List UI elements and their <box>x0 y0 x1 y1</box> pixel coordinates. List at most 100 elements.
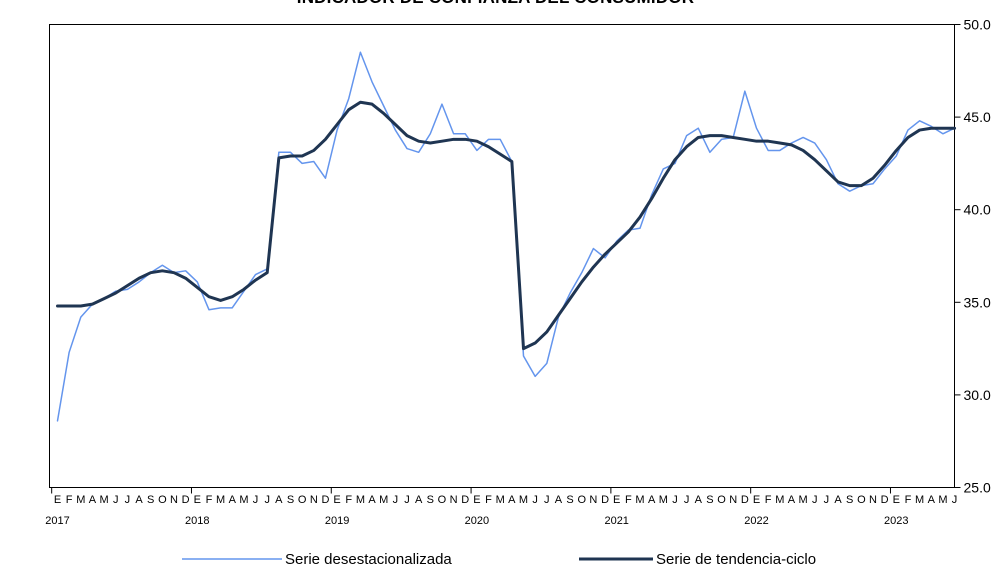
x-month-label: J <box>404 494 410 506</box>
legend-label: Serie de tendencia-ciclo <box>656 551 816 568</box>
x-month-label: O <box>438 494 447 506</box>
x-month-label: F <box>66 494 73 506</box>
x-month-label: M <box>799 494 808 506</box>
x-year-label: 2019 <box>325 515 349 527</box>
x-month-label: O <box>577 494 586 506</box>
x-month-label: A <box>648 494 656 506</box>
x-month-label: A <box>555 494 563 506</box>
x-year-label: 2021 <box>604 515 628 527</box>
series-line <box>56 100 957 351</box>
x-month-label: J <box>125 494 131 506</box>
x-month-label: S <box>846 494 853 506</box>
x-month-label: M <box>915 494 924 506</box>
x-month-label: D <box>881 494 889 506</box>
y-tick-label: 25.0 <box>964 480 991 496</box>
x-month-label: M <box>938 494 947 506</box>
x-year-label: 2020 <box>465 515 489 527</box>
x-month-label: F <box>905 494 912 506</box>
series-tendencia-ciclo <box>56 100 957 351</box>
x-month-label: O <box>298 494 307 506</box>
x-month-label: J <box>393 494 399 506</box>
x-month-label: M <box>100 494 109 506</box>
series-layer <box>56 51 957 422</box>
y-tick-label: 35.0 <box>964 294 991 310</box>
x-month-label: A <box>275 494 283 506</box>
x-month-label: E <box>333 494 340 506</box>
x-month-label: N <box>450 494 458 506</box>
x-month-label: J <box>812 494 818 506</box>
x-month-label: O <box>158 494 167 506</box>
x-month-label: E <box>613 494 620 506</box>
x-month-label: J <box>113 494 119 506</box>
x-month-label: S <box>706 494 713 506</box>
x-month-label: A <box>229 494 237 506</box>
x-month-label: J <box>684 494 690 506</box>
x-month-label: F <box>345 494 352 506</box>
x-month-label: M <box>239 494 248 506</box>
x-month-label: M <box>635 494 644 506</box>
x-month-label: N <box>869 494 877 506</box>
x-month-label: F <box>625 494 632 506</box>
x-month-label: N <box>729 494 737 506</box>
plot-area <box>49 24 955 488</box>
x-month-label: M <box>356 494 365 506</box>
x-month-label: A <box>368 494 376 506</box>
x-month-label: O <box>857 494 866 506</box>
x-month-label: M <box>76 494 85 506</box>
x-month-label: F <box>485 494 492 506</box>
x-month-label: S <box>427 494 434 506</box>
x-month-label: J <box>532 494 538 506</box>
x-month-label: A <box>788 494 796 506</box>
x-month-label: E <box>194 494 201 506</box>
x-month-label: D <box>601 494 609 506</box>
x-month-label: F <box>765 494 772 506</box>
y-tick-label: 30.0 <box>964 387 991 403</box>
x-month-label: N <box>170 494 178 506</box>
x-month-label: J <box>264 494 270 506</box>
x-month-label: D <box>741 494 749 506</box>
series-desestacionalizada <box>56 51 956 422</box>
x-year-label: 2022 <box>744 515 768 527</box>
x-month-label: A <box>135 494 143 506</box>
x-month-label: J <box>824 494 830 506</box>
x-month-label: M <box>496 494 505 506</box>
chart-title: INDICADOR DE CONFIANZA DEL CONSUMIDOR <box>0 0 991 8</box>
x-month-label: A <box>928 494 936 506</box>
x-year-label: 2018 <box>185 515 209 527</box>
series-line <box>56 51 956 422</box>
x-month-label: A <box>508 494 516 506</box>
x-month-label: F <box>206 494 213 506</box>
x-month-label: O <box>717 494 726 506</box>
x-month-label: S <box>147 494 154 506</box>
x-year-label: 2017 <box>45 515 69 527</box>
x-month-label: M <box>379 494 388 506</box>
y-tick-label: 50.0 <box>964 17 991 33</box>
x-month-label: N <box>310 494 318 506</box>
y-axis-right: 25.0 30.0 35.0 40.0 45.0 50.0 <box>954 17 991 496</box>
x-month-label: D <box>182 494 190 506</box>
x-month-label: A <box>695 494 703 506</box>
x-month-label: A <box>834 494 842 506</box>
x-month-label: N <box>589 494 597 506</box>
x-month-label: J <box>952 494 958 506</box>
y-tick-label: 45.0 <box>964 109 991 125</box>
x-month-label: S <box>566 494 573 506</box>
x-month-label: M <box>659 494 668 506</box>
legend-label: Serie desestacionalizada <box>285 551 452 568</box>
x-month-label: J <box>253 494 259 506</box>
x-month-label: E <box>473 494 480 506</box>
x-year-label: 2023 <box>884 515 908 527</box>
x-month-label: A <box>415 494 423 506</box>
legend: Serie desestacionalizada Serie de tendenc… <box>182 551 816 568</box>
x-month-label: M <box>775 494 784 506</box>
x-month-label: J <box>544 494 550 506</box>
y-tick-label: 40.0 <box>964 202 991 218</box>
x-month-label: E <box>893 494 900 506</box>
x-month-label: D <box>461 494 469 506</box>
x-month-label: M <box>519 494 528 506</box>
x-month-label: E <box>54 494 61 506</box>
x-month-label: J <box>672 494 678 506</box>
x-month-label: A <box>89 494 97 506</box>
